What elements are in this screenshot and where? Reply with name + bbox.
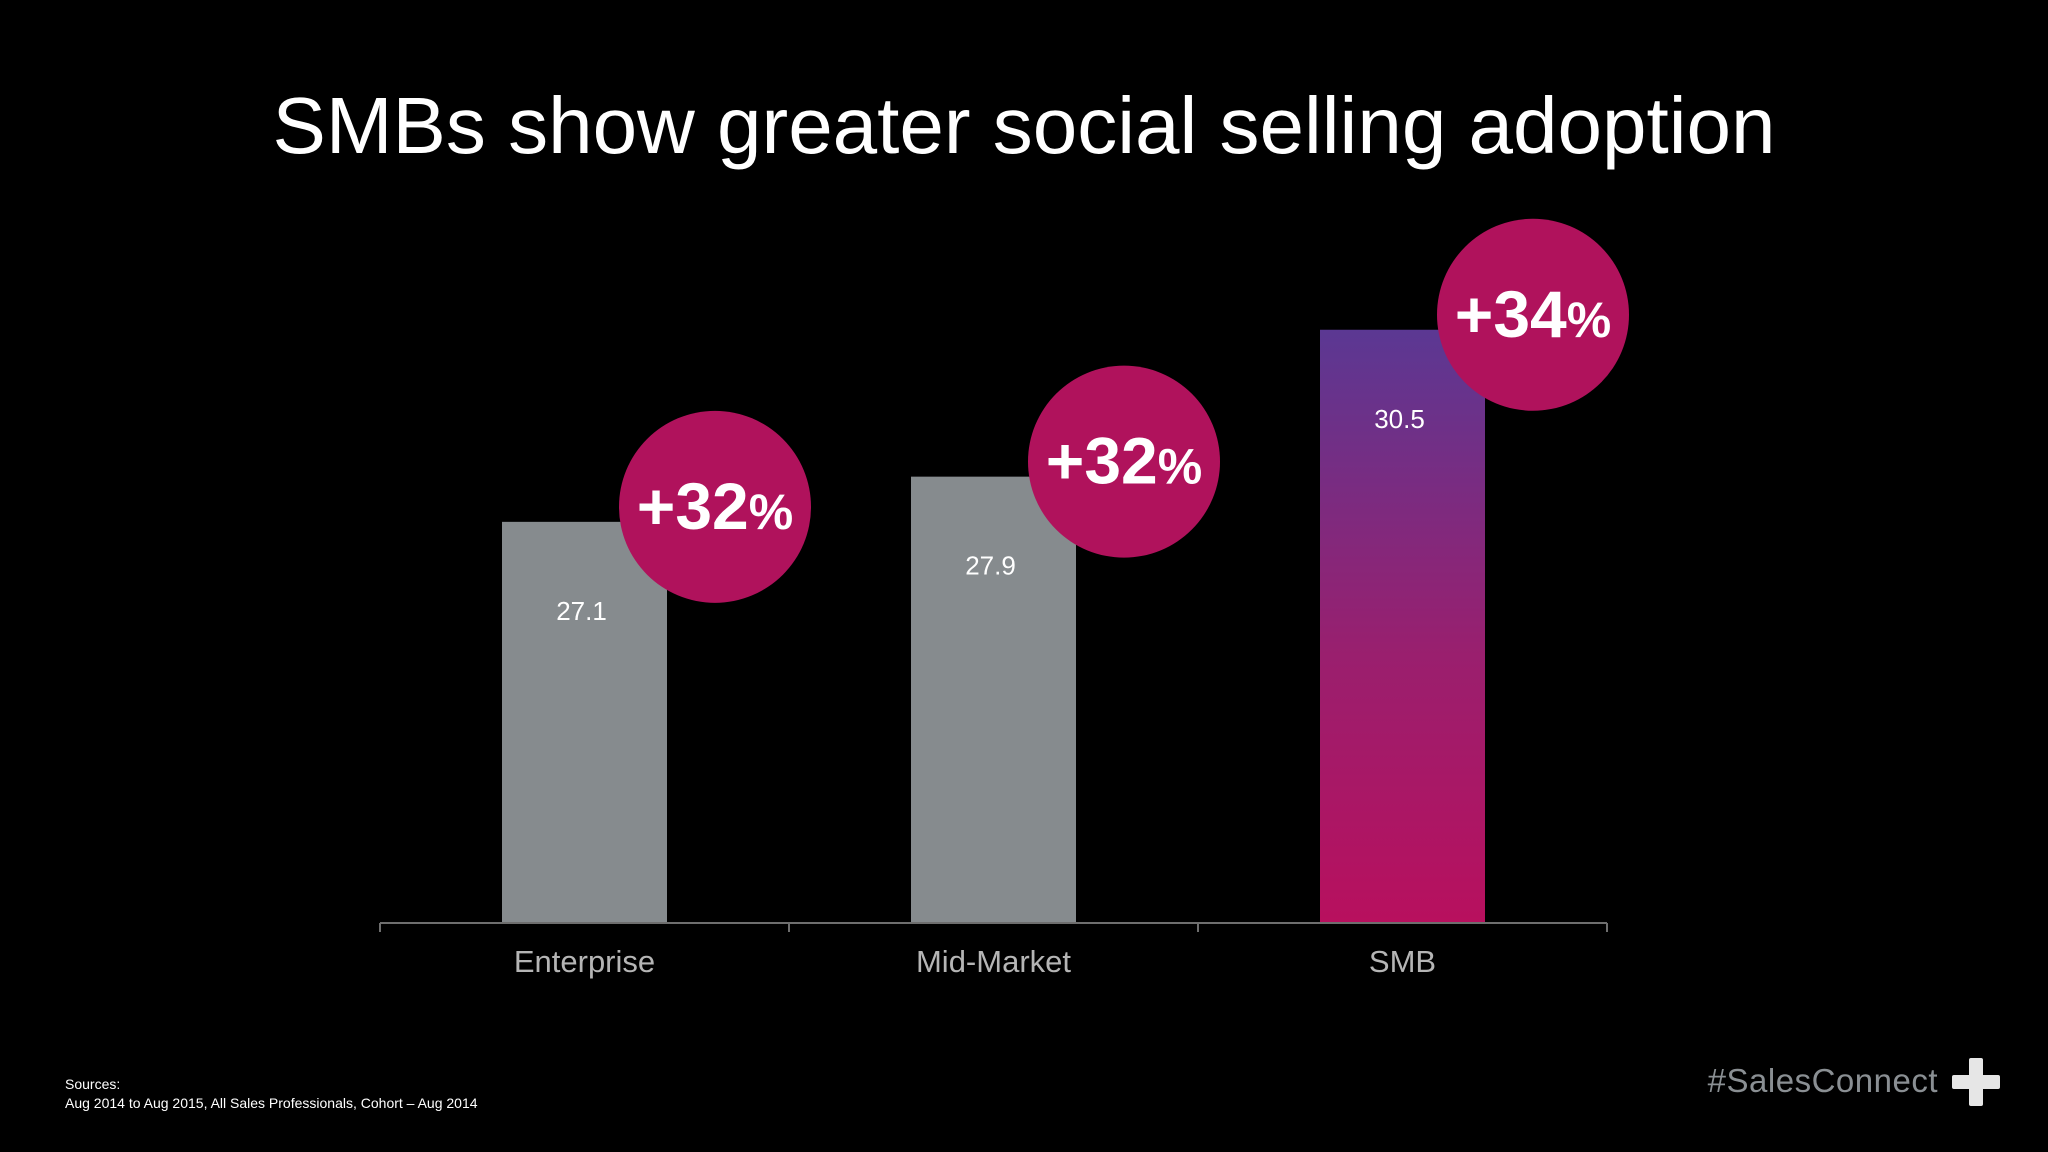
- bar-mid-market: [911, 476, 1076, 923]
- growth-badge-circle: [1437, 218, 1629, 411]
- x-axis: [379, 922, 1608, 932]
- bars-layer: [502, 329, 1485, 923]
- bar-value-label: 27.1: [556, 596, 607, 626]
- x-tick-label: Enterprise: [514, 944, 655, 979]
- bar-value-label: 27.9: [965, 551, 1016, 581]
- x-tick-label: Mid-Market: [916, 944, 1071, 979]
- growth-badge-text: +32%: [1046, 424, 1202, 498]
- labels-layer: 27.1 Enterprise 27.9 Mid-Market 30.5 SMB: [514, 404, 1436, 979]
- hashtag-label: #SalesConnect: [1707, 1062, 1938, 1099]
- bar-enterprise: [502, 521, 667, 923]
- slide-title: SMBs show greater social selling adoptio…: [272, 81, 1776, 170]
- growth-badge-text: +32%: [637, 469, 793, 543]
- growth-badge-text: +34%: [1455, 277, 1611, 351]
- sources-note: Sources: Aug 2014 to Aug 2015, All Sales…: [65, 1075, 478, 1113]
- growth-badge: +32%: [1028, 365, 1220, 558]
- growth-badge: +32%: [619, 410, 811, 603]
- growth-badge-circle: [1028, 365, 1220, 558]
- bar-smb: [1320, 329, 1485, 923]
- badges-layer: +32% +32% +34%: [619, 218, 1629, 603]
- bar-value-label: 30.5: [1374, 404, 1425, 434]
- growth-badge-circle: [619, 410, 811, 603]
- plus-logo-icon: [1952, 1058, 2000, 1106]
- sources-label: Sources:: [65, 1076, 121, 1092]
- x-tick-label: SMB: [1369, 944, 1436, 979]
- growth-badge: +34%: [1437, 218, 1629, 411]
- sources-text: Aug 2014 to Aug 2015, All Sales Professi…: [65, 1095, 478, 1111]
